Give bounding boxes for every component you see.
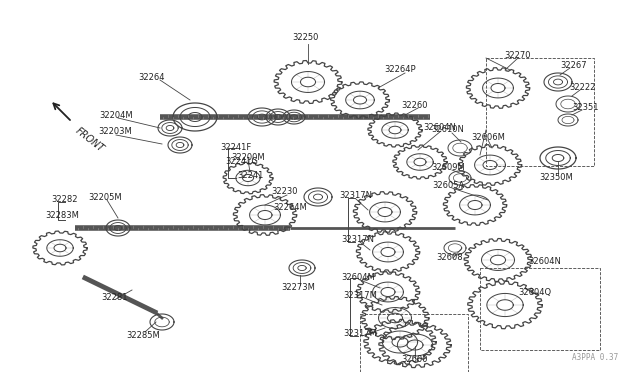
Text: 32204M: 32204M xyxy=(99,110,133,119)
Text: 32317M: 32317M xyxy=(343,291,377,299)
Text: 32608: 32608 xyxy=(436,253,463,263)
Text: 32264: 32264 xyxy=(139,74,165,83)
Text: 32605A: 32605A xyxy=(432,182,464,190)
Text: 32604Q: 32604Q xyxy=(518,288,552,296)
Text: 32264P: 32264P xyxy=(384,65,416,74)
Text: 32604N: 32604N xyxy=(424,124,456,132)
Bar xyxy=(486,58,594,166)
Text: 32230: 32230 xyxy=(272,187,298,196)
Text: 32241F: 32241F xyxy=(220,144,252,153)
Text: 32267: 32267 xyxy=(561,61,588,70)
Text: 32260: 32260 xyxy=(402,102,428,110)
Text: 32281: 32281 xyxy=(102,292,128,301)
Text: 32604N: 32604N xyxy=(529,257,561,266)
Text: 32205M: 32205M xyxy=(88,193,122,202)
Text: 32350M: 32350M xyxy=(539,173,573,183)
Text: 32317M: 32317M xyxy=(343,330,377,339)
Text: 32270: 32270 xyxy=(505,51,531,60)
Text: 32285M: 32285M xyxy=(126,330,160,340)
Text: 32610N: 32610N xyxy=(431,125,465,135)
Text: 32609M: 32609M xyxy=(431,164,465,173)
Text: FRONT: FRONT xyxy=(74,126,106,154)
Text: 32203M: 32203M xyxy=(98,128,132,137)
Bar xyxy=(360,314,468,372)
Text: 32606M: 32606M xyxy=(471,134,505,142)
Text: 32241G: 32241G xyxy=(225,157,259,167)
Text: A3PPA 0.37: A3PPA 0.37 xyxy=(572,353,618,362)
Text: 32604M: 32604M xyxy=(341,273,375,282)
Text: 32241: 32241 xyxy=(237,171,263,180)
Text: 32264M: 32264M xyxy=(273,203,307,212)
Text: 32317N: 32317N xyxy=(339,192,372,201)
Text: 32282: 32282 xyxy=(52,196,78,205)
Text: 32250: 32250 xyxy=(292,33,318,42)
Text: 32200M: 32200M xyxy=(231,154,265,163)
Text: 32283M: 32283M xyxy=(45,211,79,219)
Text: 32600: 32600 xyxy=(402,356,428,365)
Text: 32222: 32222 xyxy=(569,83,595,93)
Text: 32317N: 32317N xyxy=(342,235,374,244)
Text: 32273M: 32273M xyxy=(281,283,315,292)
Text: 32351: 32351 xyxy=(573,103,599,112)
Bar xyxy=(480,268,600,350)
